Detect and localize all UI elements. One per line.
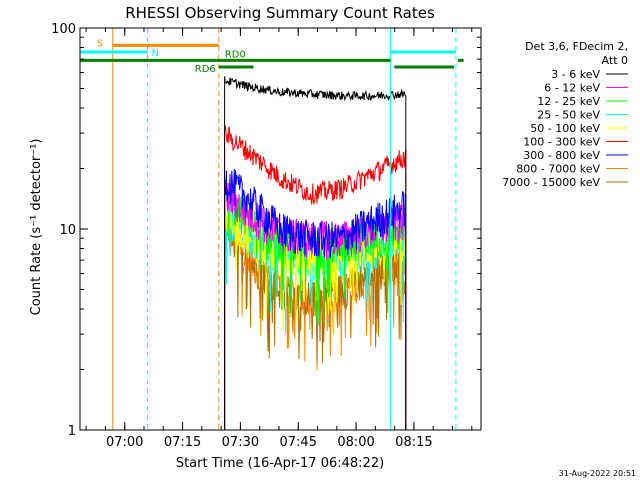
series-line-8 [224,215,407,430]
legend-label-2: 12 - 25 keV [537,95,600,108]
legend-label-5: 100 - 300 keV [523,136,600,149]
legend-header-line-1: Det 3,6, FDecim 2, [525,40,628,53]
series-line-5 [224,125,407,430]
legend-label-1: 6 - 12 keV [544,82,600,95]
x-tick-label-1: 07:15 [164,435,201,450]
x-tick-label-0: 07:00 [106,435,143,450]
status-bar-label-1: N [151,48,158,59]
x-tick-label-4: 08:00 [337,435,374,450]
legend-label-3: 25 - 50 keV [537,109,600,122]
y-tick-label-1: 10 [59,223,76,238]
y-tick-label-2: 100 [51,22,76,37]
legend-label-8: 7000 - 15000 keV [502,176,600,189]
legend-label-6: 300 - 800 keV [523,149,600,162]
legend-label-4: 50 - 100 keV [530,122,600,135]
legend-label-7: 800 - 7000 keV [516,163,600,176]
x-axis-label: Start Time (16-Apr-17 06:48:22) [176,456,384,471]
series-line-6 [224,168,407,430]
series-line-4 [224,204,407,430]
x-tick-label-3: 07:45 [280,435,317,450]
y-tick-label-0: 1 [68,424,76,439]
timestamp: 31-Aug-2022 20:51 [559,469,636,478]
status-bar-label-0: S [97,38,103,49]
x-tick-label-2: 07:30 [222,435,259,450]
status-bar-label-5: RD6 [195,64,216,75]
series-line-0 [224,76,407,430]
legend-label-0: 3 - 6 keV [551,68,600,81]
y-axis-label: Count Rate (s⁻¹ detector⁻¹) [29,139,44,316]
chart-title: RHESSI Observing Summary Count Rates [125,4,435,22]
x-tick-label-5: 08:15 [395,435,432,450]
status-bar-label-3: RD0 [225,49,246,60]
legend-header-line-2: Att 0 [602,54,628,67]
